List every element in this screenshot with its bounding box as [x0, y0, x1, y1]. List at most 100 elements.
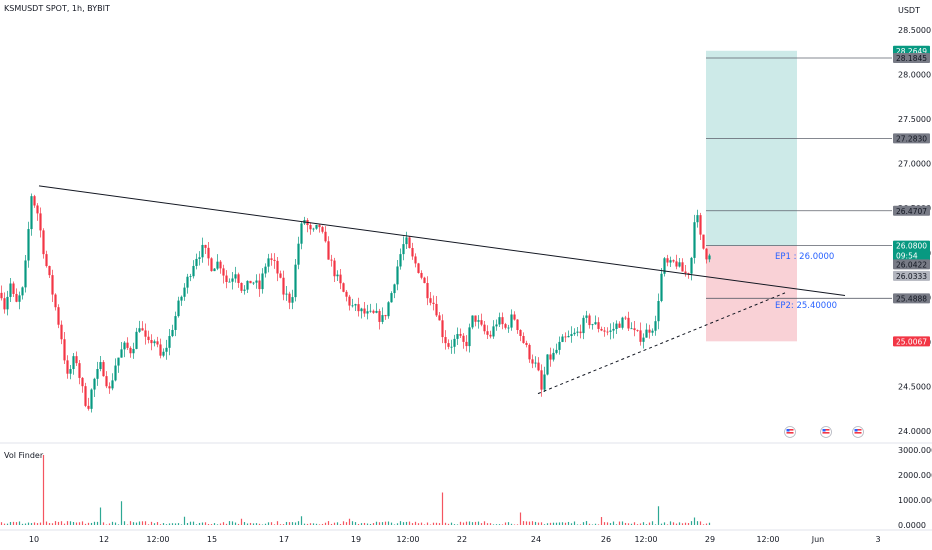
volume-bar [192, 521, 195, 525]
candle-body [636, 330, 639, 331]
candle-body [36, 205, 39, 214]
volume-bar [708, 522, 711, 525]
candle-body [396, 266, 399, 285]
volume-tick-label: 1000.0000 [898, 496, 932, 505]
volume-bar [3, 523, 6, 525]
volume-bar [315, 523, 318, 525]
volume-bar [168, 523, 171, 525]
volume-bar [345, 522, 348, 525]
candle-body [129, 347, 132, 354]
candle-body [504, 324, 507, 328]
candle-body [660, 273, 663, 302]
volume-bar [240, 518, 243, 525]
volume-bar [627, 523, 630, 525]
volume-bar [525, 521, 528, 525]
volume-bar [51, 523, 54, 525]
x-tick-label: 29 [705, 535, 715, 544]
volume-bar [630, 523, 633, 525]
candle-body [21, 287, 24, 296]
volume-bar [204, 522, 207, 525]
economic-event-flag-icon[interactable] [820, 426, 832, 438]
volume-bar [555, 522, 558, 525]
x-tick-label: 15 [207, 535, 217, 544]
volume-bar [456, 524, 459, 525]
volume-bar [21, 523, 24, 525]
candle-body [342, 283, 345, 292]
candle-body [627, 317, 630, 329]
candle-body [339, 274, 342, 284]
candle-body [57, 307, 60, 325]
volume-bar [483, 521, 486, 525]
candle-body [456, 334, 459, 339]
candle-body [657, 301, 660, 322]
volume-bar [489, 523, 492, 525]
volume-bar [150, 521, 153, 525]
candle-body [333, 260, 336, 277]
volume-bar [507, 522, 510, 525]
volume-bar [66, 521, 69, 525]
volume-bar [45, 521, 48, 525]
candle-body [273, 259, 276, 261]
volume-bar [564, 522, 567, 525]
economic-event-flag-icon[interactable] [852, 426, 864, 438]
price-tag [893, 293, 930, 304]
volume-bar [57, 521, 60, 525]
volume-indicator-title: Vol Finder [4, 451, 44, 460]
volume-bar [249, 522, 252, 525]
volume-bar [480, 523, 483, 525]
price-tag [893, 259, 930, 270]
candle-body [12, 283, 15, 294]
economic-event-flag-icon[interactable] [784, 426, 796, 438]
volume-bar [693, 517, 696, 525]
volume-bar [411, 523, 414, 525]
candle-body [693, 222, 696, 258]
volume-bar [588, 523, 591, 525]
candle-body [204, 244, 207, 248]
volume-bar [519, 512, 522, 525]
candle-body [345, 291, 348, 297]
flag-icon-stripe [854, 429, 862, 431]
y-tick-label: 27.5000 [898, 115, 931, 124]
volume-bar [369, 523, 372, 525]
volume-bar [141, 521, 144, 525]
volume-bar [174, 523, 177, 525]
volume-bar [276, 521, 279, 525]
volume-bar [633, 522, 636, 525]
candle-body [300, 223, 303, 244]
y-tick-label: 28.5000 [898, 26, 931, 35]
candle-body [165, 347, 168, 352]
candle-body [279, 273, 282, 278]
volume-bar [696, 521, 699, 525]
price-tag-label: 26.4707 [896, 207, 927, 216]
volume-bar [264, 523, 267, 525]
volume-bar [312, 523, 315, 525]
volume-bar [288, 522, 291, 525]
volume-bar [348, 518, 351, 525]
volume-bar [63, 523, 66, 525]
volume-bar [531, 521, 534, 525]
price-tag [893, 240, 930, 261]
volume-bar [660, 523, 663, 525]
volume-bar [333, 522, 336, 525]
candle-body [423, 277, 426, 284]
volume-bar [354, 522, 357, 525]
volume-bar [546, 523, 549, 525]
volume-bar [426, 522, 429, 525]
volume-tick-label: 3000.0000 [898, 446, 932, 455]
price-tag [893, 270, 930, 281]
volume-bar [471, 522, 474, 525]
candle-body [615, 323, 618, 329]
volume-bar [408, 521, 411, 525]
volume-bar [6, 523, 9, 525]
candle-body [195, 258, 198, 266]
candle-body [675, 261, 678, 267]
flag-icon-stripe [822, 432, 830, 434]
volume-bar [498, 524, 501, 525]
volume-bar [189, 521, 192, 525]
stop-loss-zone [706, 245, 797, 342]
candle-body [576, 331, 579, 333]
candle-body [666, 258, 669, 263]
candle-body [9, 283, 12, 297]
candle-body [564, 336, 567, 338]
